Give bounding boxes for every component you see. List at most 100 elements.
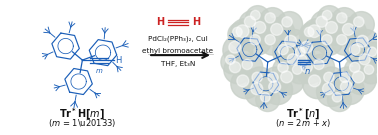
Text: n: n: [305, 67, 310, 76]
Circle shape: [296, 56, 324, 84]
Circle shape: [265, 13, 275, 23]
Circle shape: [260, 8, 286, 33]
Text: m: m: [96, 68, 103, 74]
Circle shape: [353, 48, 378, 76]
Circle shape: [359, 54, 370, 65]
Circle shape: [269, 81, 280, 93]
Circle shape: [308, 54, 335, 80]
Circle shape: [282, 48, 310, 76]
Circle shape: [226, 55, 235, 64]
Circle shape: [229, 41, 241, 53]
Circle shape: [256, 88, 280, 112]
Circle shape: [324, 72, 334, 82]
Text: PdCl₂(PPh₃)₂, CuI: PdCl₂(PPh₃)₂, CuI: [148, 35, 208, 42]
Circle shape: [296, 47, 305, 57]
Text: H: H: [192, 17, 200, 27]
Circle shape: [318, 6, 341, 29]
Circle shape: [319, 67, 344, 93]
Circle shape: [252, 72, 262, 82]
Circle shape: [359, 60, 378, 84]
Circle shape: [322, 10, 332, 20]
Circle shape: [242, 59, 253, 70]
Circle shape: [344, 39, 370, 65]
Circle shape: [336, 18, 366, 47]
Circle shape: [237, 75, 249, 87]
Circle shape: [228, 22, 252, 46]
Circle shape: [349, 12, 374, 37]
Circle shape: [279, 29, 308, 59]
Circle shape: [280, 71, 293, 83]
Circle shape: [263, 67, 289, 93]
Circle shape: [224, 56, 252, 84]
Circle shape: [229, 62, 241, 73]
Circle shape: [251, 10, 260, 20]
Circle shape: [271, 23, 283, 35]
Circle shape: [237, 54, 263, 80]
Circle shape: [301, 41, 313, 53]
Circle shape: [322, 83, 335, 95]
Circle shape: [263, 75, 293, 105]
Text: H: H: [115, 56, 122, 65]
Circle shape: [350, 29, 378, 59]
Text: ($\mathit{m}$ = 1\u20133): ($\mathit{m}$ = 1\u20133): [48, 117, 116, 129]
Circle shape: [250, 35, 260, 45]
Circle shape: [356, 35, 368, 47]
Circle shape: [254, 21, 266, 33]
Circle shape: [282, 17, 292, 27]
Circle shape: [251, 83, 263, 95]
Circle shape: [352, 71, 364, 83]
Circle shape: [273, 57, 299, 83]
Circle shape: [308, 75, 321, 87]
Circle shape: [294, 35, 324, 65]
Circle shape: [316, 77, 346, 107]
Circle shape: [285, 35, 297, 47]
Circle shape: [311, 11, 338, 38]
Circle shape: [308, 25, 321, 38]
Circle shape: [293, 50, 316, 74]
Circle shape: [291, 42, 314, 66]
Circle shape: [332, 92, 342, 102]
Circle shape: [245, 29, 271, 55]
Circle shape: [236, 25, 249, 38]
Circle shape: [277, 12, 302, 37]
Circle shape: [221, 50, 245, 74]
Circle shape: [245, 77, 275, 107]
Circle shape: [246, 6, 270, 29]
Circle shape: [273, 39, 299, 65]
Circle shape: [335, 75, 364, 105]
Circle shape: [260, 29, 286, 55]
Text: H: H: [156, 17, 164, 27]
Circle shape: [337, 35, 347, 45]
Circle shape: [245, 16, 256, 27]
Circle shape: [265, 18, 294, 47]
Circle shape: [350, 62, 360, 72]
Circle shape: [288, 60, 311, 84]
Circle shape: [364, 65, 374, 74]
Text: $\mathbf{Tr^*H[}$$\mathit{m}$$\mathbf{]}$: $\mathbf{Tr^*H[}$$\mathit{m}$$\mathbf{]}…: [59, 107, 105, 122]
Circle shape: [232, 27, 242, 37]
Circle shape: [340, 72, 350, 82]
Circle shape: [319, 16, 349, 45]
Circle shape: [248, 16, 278, 45]
Circle shape: [301, 62, 312, 73]
Circle shape: [247, 67, 273, 93]
Circle shape: [316, 16, 327, 27]
Circle shape: [363, 42, 378, 66]
Text: $\mathbf{Tr^*[}$$\mathit{n}$$\mathbf{]}$: $\mathbf{Tr^*[}$$\mathit{n}$$\mathbf{]}$: [287, 107, 321, 122]
Circle shape: [332, 8, 357, 33]
Circle shape: [268, 72, 278, 82]
Text: THF, Et₃N: THF, Et₃N: [161, 61, 195, 67]
Circle shape: [332, 29, 357, 55]
Circle shape: [322, 35, 332, 45]
Circle shape: [287, 54, 298, 65]
Circle shape: [316, 29, 342, 55]
Circle shape: [293, 65, 302, 74]
Circle shape: [304, 27, 314, 37]
Circle shape: [278, 44, 288, 55]
Circle shape: [325, 21, 338, 33]
Circle shape: [344, 57, 370, 83]
Circle shape: [367, 47, 377, 57]
Circle shape: [265, 35, 275, 45]
Circle shape: [302, 69, 333, 99]
Text: ethyl bromoacetate: ethyl bromoacetate: [143, 48, 214, 54]
